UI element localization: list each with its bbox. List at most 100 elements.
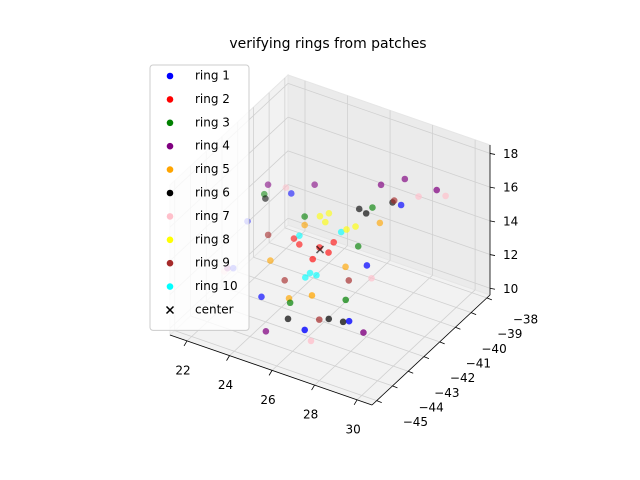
legend-label: ring 1 bbox=[195, 69, 230, 83]
grid-line bbox=[314, 274, 433, 386]
points bbox=[220, 175, 449, 345]
z-tick-label: 14 bbox=[503, 214, 518, 228]
legend-marker bbox=[166, 236, 174, 244]
x-tick-label: 22 bbox=[175, 363, 190, 377]
tick-mark bbox=[183, 340, 188, 347]
grid-line bbox=[287, 184, 491, 255]
point bbox=[343, 226, 350, 233]
point bbox=[321, 218, 329, 226]
point bbox=[264, 231, 272, 239]
tick-mark bbox=[353, 399, 358, 406]
tick-mark bbox=[392, 385, 398, 389]
legend-marker bbox=[166, 283, 174, 290]
legend-label: ring 5 bbox=[195, 162, 230, 176]
point bbox=[377, 181, 385, 189]
tick-mark bbox=[489, 287, 496, 290]
grid-line bbox=[287, 217, 491, 289]
point bbox=[315, 316, 323, 323]
point bbox=[306, 269, 314, 277]
tick-mark bbox=[268, 370, 273, 376]
z-tick-label: 10 bbox=[503, 282, 518, 296]
legend-label: ring 7 bbox=[195, 209, 230, 223]
point bbox=[325, 315, 333, 323]
tick-mark bbox=[455, 326, 461, 330]
point bbox=[369, 204, 376, 211]
tick-mark bbox=[489, 186, 496, 189]
legend-marker bbox=[165, 305, 175, 315]
grid-line bbox=[221, 286, 425, 357]
grid-line bbox=[356, 289, 476, 401]
center-marker bbox=[315, 245, 325, 254]
point bbox=[325, 249, 332, 256]
point bbox=[301, 221, 308, 229]
legend-marker bbox=[166, 213, 174, 220]
point bbox=[301, 326, 309, 334]
point bbox=[352, 223, 359, 230]
x-axis-line bbox=[169, 334, 373, 406]
point bbox=[390, 197, 398, 204]
grid-line bbox=[253, 256, 456, 328]
y-tick-label: −44 bbox=[418, 400, 443, 414]
tick-mark bbox=[439, 341, 445, 345]
z-tick-label: 18 bbox=[503, 147, 518, 161]
point bbox=[337, 228, 345, 236]
point bbox=[287, 190, 295, 197]
point bbox=[262, 195, 269, 202]
point bbox=[264, 181, 272, 188]
y-tick-label: −43 bbox=[434, 386, 459, 400]
point bbox=[296, 232, 303, 239]
point bbox=[339, 318, 347, 326]
point bbox=[262, 328, 270, 335]
point bbox=[281, 277, 288, 284]
legend-marker bbox=[166, 119, 174, 127]
legend-marker bbox=[166, 166, 174, 173]
point bbox=[267, 257, 274, 264]
point bbox=[301, 213, 308, 220]
tick-mark bbox=[376, 400, 382, 403]
y-tick-label: −40 bbox=[481, 342, 506, 356]
point bbox=[290, 235, 298, 242]
point bbox=[308, 292, 316, 299]
tick-mark bbox=[423, 356, 430, 359]
tick-mark bbox=[486, 297, 493, 301]
tick-mark bbox=[489, 254, 496, 256]
legend-marker bbox=[166, 142, 174, 150]
z-tick-label: 16 bbox=[503, 181, 518, 195]
x-tick-label: 28 bbox=[303, 408, 318, 422]
legend-label: ring 8 bbox=[195, 232, 230, 246]
point bbox=[313, 271, 320, 279]
legend-label: ring 4 bbox=[195, 139, 230, 153]
point bbox=[286, 299, 294, 307]
legend-label: ring 10 bbox=[195, 279, 238, 293]
point bbox=[342, 263, 349, 271]
tick-mark bbox=[226, 355, 230, 361]
point bbox=[282, 184, 290, 191]
legend-label: ring 3 bbox=[195, 115, 230, 129]
tick-mark bbox=[489, 153, 496, 155]
x-tick-label: 24 bbox=[218, 378, 233, 392]
point bbox=[311, 181, 318, 189]
y-tick-label: −38 bbox=[513, 312, 538, 326]
y-tick-label: −45 bbox=[403, 415, 428, 429]
z-tick-label: 12 bbox=[503, 248, 518, 262]
point bbox=[309, 255, 317, 263]
legend: ring 1 ring 2 ring 3 ring 4 ring 5 ring 6 ring… bbox=[149, 64, 250, 331]
point bbox=[316, 212, 324, 220]
y-tick-label: −39 bbox=[497, 327, 522, 341]
point bbox=[363, 262, 371, 269]
y-tick-label: −41 bbox=[466, 356, 491, 370]
tick-mark bbox=[311, 384, 315, 391]
point bbox=[442, 192, 449, 200]
point bbox=[362, 210, 370, 217]
legend-label: ring 6 bbox=[195, 186, 230, 200]
point bbox=[302, 274, 309, 281]
legend-box bbox=[149, 64, 250, 331]
point bbox=[397, 201, 405, 209]
legend-marker bbox=[166, 72, 174, 80]
point bbox=[307, 337, 315, 345]
point bbox=[354, 243, 362, 250]
grid-line bbox=[287, 116, 491, 188]
tick-mark bbox=[489, 220, 496, 223]
grid-line bbox=[174, 330, 377, 401]
point bbox=[401, 175, 409, 183]
